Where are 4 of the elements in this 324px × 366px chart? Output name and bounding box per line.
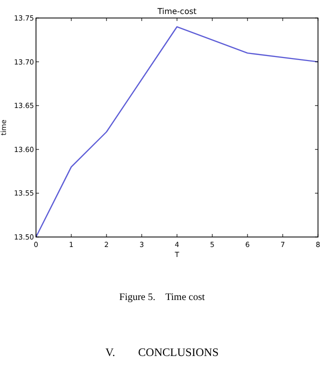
- line-series: [35, 26, 319, 238]
- caption: Figure 5. Time cost: [119, 292, 205, 303]
- text: V. CONCLUSIONS: [105, 347, 219, 359]
- chart-title: Time-cost: [156, 7, 197, 16]
